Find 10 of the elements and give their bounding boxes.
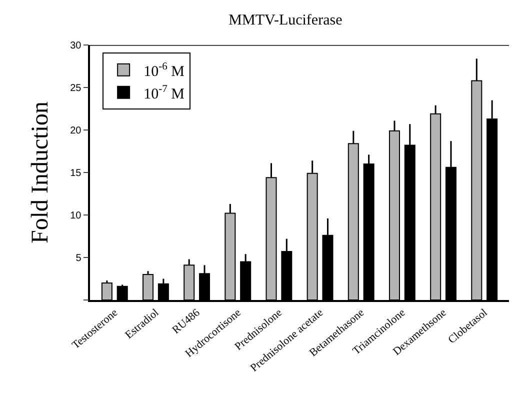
legend-label: 10$^{-7}$ M [144,84,184,102]
chart-title: MMTV-Luciferase [228,12,343,29]
y-tick-label: 10 [70,210,82,222]
y-tick-label: 20 [70,126,82,136]
y-tick-label: 5 [76,253,82,264]
y-tick-label: 15 [70,168,82,179]
y-axis-title: Fold Induction [28,102,54,244]
y-tick-label: 25 [70,83,82,94]
legend-label: 10$^{-6}$ M [144,61,184,80]
y-tick-label: 30 [70,40,82,52]
